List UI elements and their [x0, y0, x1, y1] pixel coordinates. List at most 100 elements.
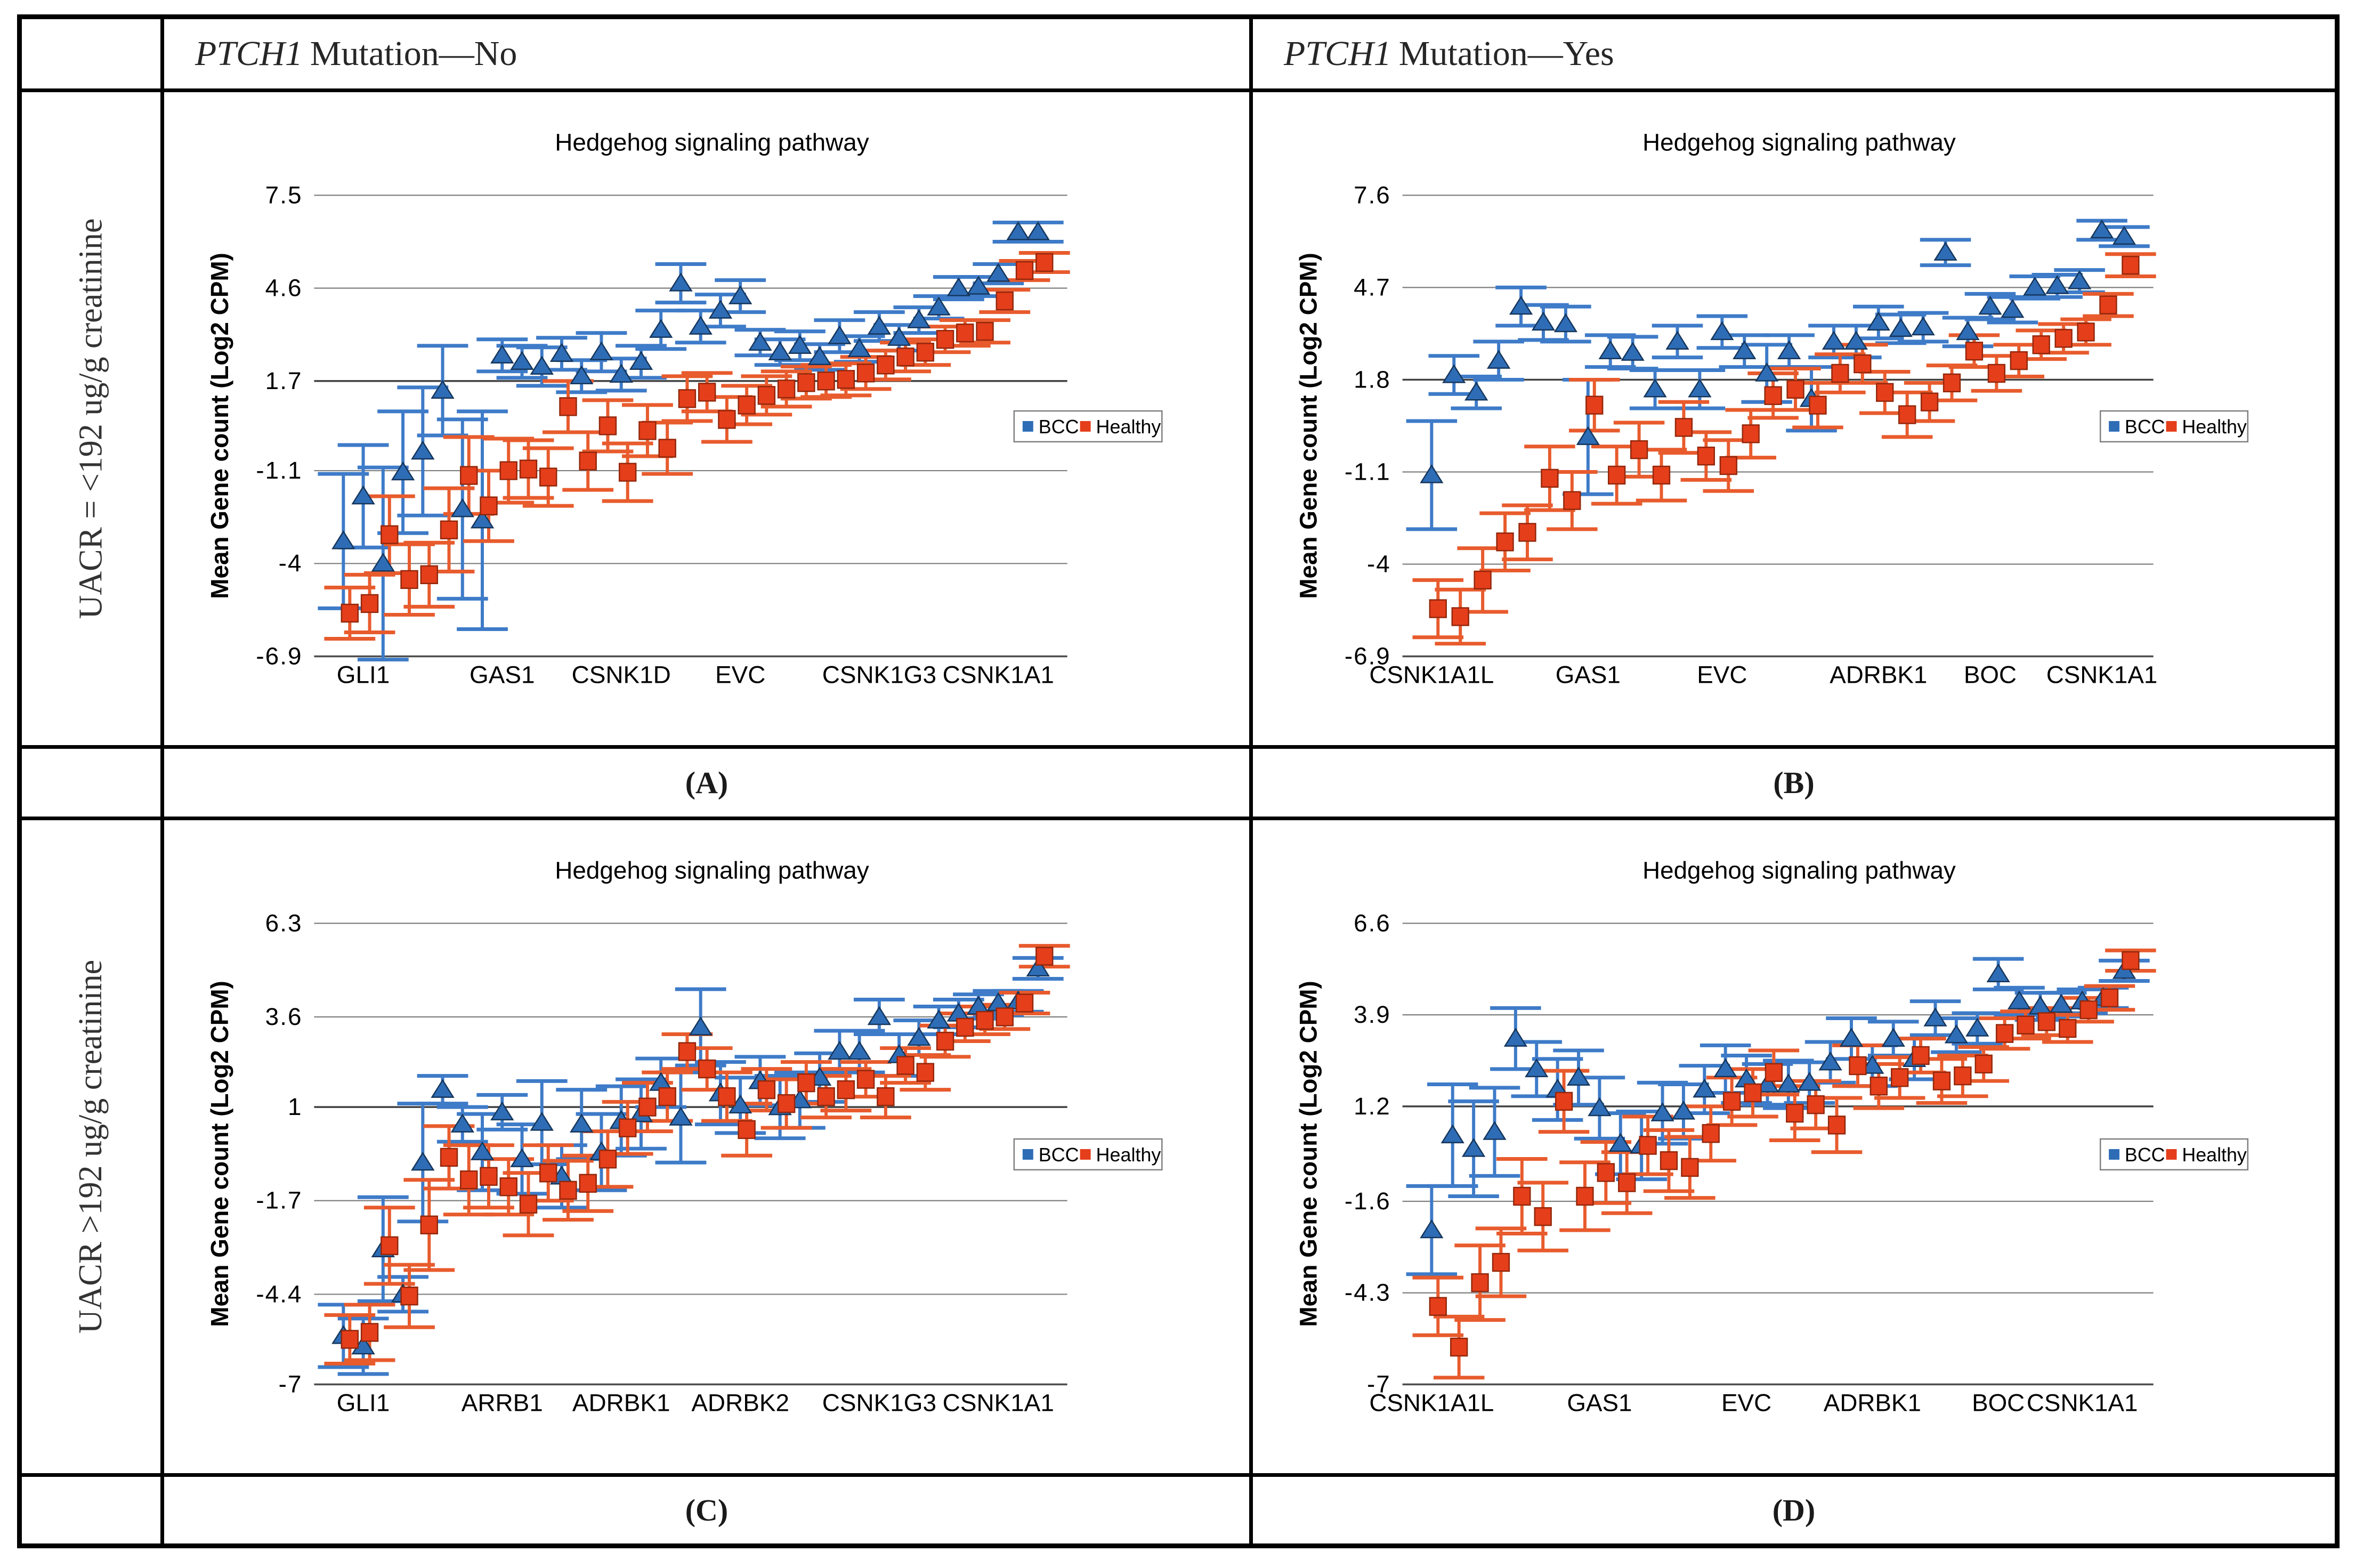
chart-cell-A: 7.5 4.6 1.7 -1.1 -4 -6.9 Mean Gene count (Log2… [164, 92, 1249, 745]
x-tick-label: CSNK1A1 [943, 660, 1054, 688]
bcc-marker [907, 309, 931, 328]
healthy-marker [341, 603, 359, 623]
y-tick-label: 1.2 [1354, 1093, 1391, 1120]
healthy-marker [1450, 1337, 1468, 1357]
x-tick-label: CSNK1D [572, 660, 671, 688]
bcc-marker [708, 300, 733, 319]
bcc-marker [1643, 378, 1667, 398]
healthy-marker [1995, 1024, 2014, 1043]
bcc-marker [1755, 362, 1779, 382]
healthy-marker [1429, 599, 1447, 618]
healthy-marker [1954, 1066, 1972, 1086]
bcc-marker [1621, 342, 1645, 361]
healthy-marker [1471, 1273, 1489, 1292]
legend-bcc-swatch [2109, 1149, 2119, 1160]
healthy-marker [1035, 947, 1054, 966]
healthy-marker [420, 565, 438, 585]
healthy-marker [1534, 1207, 1552, 1226]
column-header-ptch1-yes: PTCH1 Mutation—Yes [1253, 19, 2335, 88]
healthy-marker [360, 1323, 379, 1342]
bcc-marker [510, 351, 534, 370]
bcc-marker [1461, 1138, 1486, 1157]
corner-cell [22, 19, 160, 88]
x-tick-label: CSNK1G3 [822, 660, 936, 688]
x-tick-label: GAS1 [1556, 661, 1621, 688]
healthy-marker [896, 347, 915, 367]
legend-healthy-swatch [2166, 1149, 2177, 1160]
bcc-marker [570, 365, 594, 385]
bcc-marker [510, 1148, 534, 1167]
healthy-marker [698, 1059, 716, 1079]
healthy-marker [916, 343, 935, 362]
caption-D: (D) [1253, 1477, 2335, 1543]
y-tick-label: -4 [279, 549, 303, 577]
legend-label-healthy: Healthy [2182, 1144, 2247, 1166]
bcc-marker [549, 343, 574, 362]
healthy-marker [2059, 1019, 2077, 1038]
y-tick-label: 4.7 [1354, 273, 1391, 301]
healthy-marker [1854, 354, 1872, 374]
healthy-marker [1898, 405, 1916, 424]
bcc-marker [927, 296, 951, 316]
x-tick-label: BOC [1964, 661, 2017, 688]
bcc-marker [1503, 1028, 1528, 1047]
y-tick-label: 1.7 [265, 367, 303, 394]
legend-label-bcc: BCC [1039, 416, 1079, 438]
healthy-marker [777, 379, 796, 399]
bcc-marker [2045, 275, 2069, 294]
bcc-marker [1944, 1024, 1969, 1044]
legend-healthy-swatch [2166, 421, 2177, 432]
chart-cell-D: 6.6 3.9 1.2 -1.6 -4.3 -7 Mean Gene count (Log2… [1253, 820, 2335, 1473]
bcc-marker [1777, 340, 1801, 359]
row-header-uacr-low: UACR = <192 ug/g creatinine [22, 92, 160, 745]
healthy-marker [1831, 363, 1849, 383]
y-tick-label: 6.6 [1354, 909, 1391, 936]
chart-title: Hedgehog signaling pathway [1642, 129, 1956, 156]
caption-C: (C) [164, 1477, 1249, 1543]
bcc-marker [1531, 311, 1556, 331]
bcc-marker [1733, 340, 1757, 359]
column-header-text: Mutation—No [310, 34, 517, 73]
healthy-marker [1744, 1083, 1762, 1103]
healthy-marker [936, 330, 954, 349]
x-tick-label: CSNK1A1 [2027, 1389, 2138, 1416]
healthy-marker [381, 1236, 399, 1256]
chart-title: Hedgehog signaling pathway [555, 128, 869, 156]
legend-label-bcc: BCC [2125, 416, 2165, 438]
healthy-marker [738, 1120, 756, 1139]
bcc-marker [2007, 990, 2032, 1009]
bcc-marker [669, 272, 693, 292]
x-tick-label: ADRBK1 [572, 1388, 670, 1416]
healthy-marker [598, 1150, 617, 1169]
bcc-marker [788, 335, 812, 354]
bcc-marker [1026, 221, 1050, 240]
spacer-cell [22, 1477, 160, 1543]
bcc-marker [1598, 340, 1622, 359]
column-header-ptch1-no: PTCH1 Mutation—No [164, 19, 1249, 88]
bcc-marker [470, 509, 495, 529]
healthy-marker [499, 1177, 517, 1197]
healthy-marker [1555, 1092, 1573, 1111]
healthy-marker [598, 416, 617, 435]
healthy-marker [1496, 532, 1514, 552]
bcc-marker [2049, 993, 2073, 1013]
bcc-marker [1688, 378, 1712, 398]
healthy-marker [559, 1181, 577, 1200]
healthy-marker [420, 1215, 438, 1235]
legend-bcc-swatch [2109, 421, 2119, 432]
healthy-marker [837, 1080, 855, 1100]
y-axis-label: Mean Gene count (Log2 CPM) [206, 253, 233, 599]
healthy-marker [2122, 255, 2140, 275]
healthy-marker [1015, 261, 1034, 280]
legend-healthy-swatch [1080, 1149, 1091, 1160]
row-header-text: UACR >192 ug/g creatinine [72, 959, 109, 1334]
x-tick-label: EVC [715, 660, 765, 688]
legend-label-healthy: Healthy [1096, 1144, 1161, 1166]
healthy-marker [837, 370, 855, 389]
healthy-marker [2010, 351, 2028, 370]
healthy-marker [757, 386, 776, 405]
y-tick-label: -4.4 [256, 1280, 302, 1307]
legend-label-bcc: BCC [1039, 1144, 1079, 1166]
legend-label-healthy: Healthy [2182, 416, 2247, 438]
y-tick-label: -7 [1367, 1370, 1391, 1397]
